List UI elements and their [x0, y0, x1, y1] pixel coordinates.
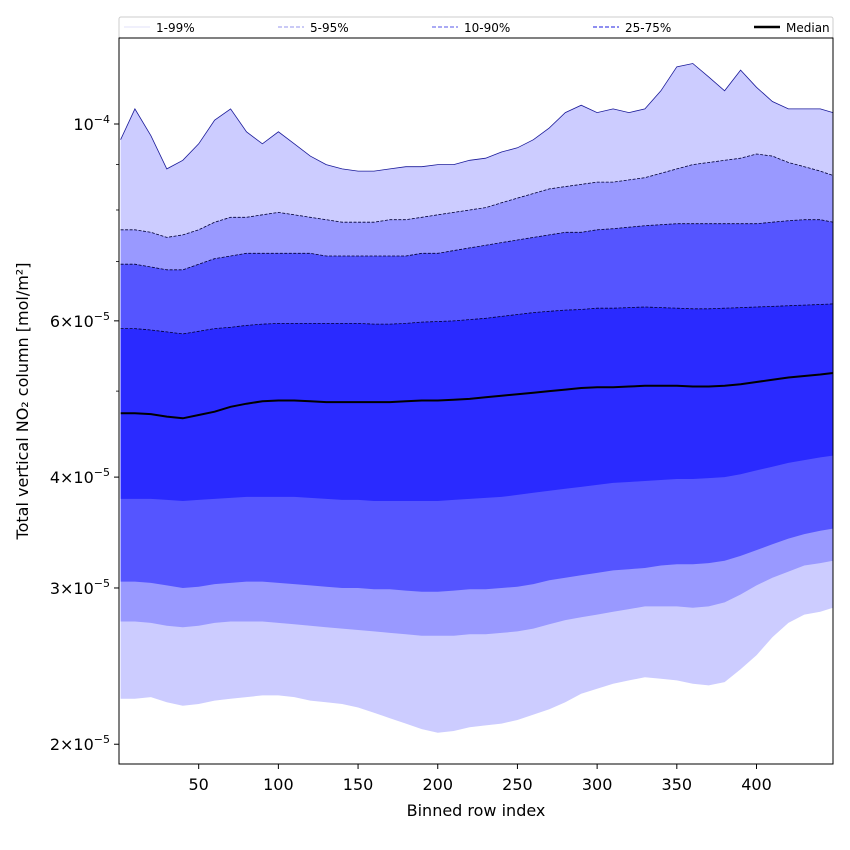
y-axis: 2×10−5 3×10−5 4×10−5 6×10−5 10−4: [50, 113, 119, 754]
y-tick-label: 4×10−5: [50, 466, 110, 487]
legend-entry-Median: Median: [754, 21, 830, 35]
x-tick-label: 350: [662, 775, 693, 794]
legend-label: 25-75%: [625, 21, 671, 35]
legend-label: 1-99%: [156, 21, 195, 35]
x-tick-label: 200: [422, 775, 453, 794]
x-axis-label: Binned row index: [407, 801, 546, 820]
x-axis: 50 100 150 200 250 300 350 400: [189, 764, 772, 794]
legend-label: 10-90%: [464, 21, 510, 35]
x-tick-label: 150: [343, 775, 374, 794]
legend: 1-99% 5-95% 10-90% 25-75% Median: [118, 16, 834, 39]
x-tick-label: 50: [189, 775, 209, 794]
y-axis-label: Total vertical NO₂ column [mol/m²]: [13, 263, 32, 541]
legend-entry-25-75%: 25-75%: [593, 21, 671, 35]
median-line: [120, 372, 834, 420]
y-tick-label: 6×10−5: [50, 310, 110, 331]
band-25-75%-upper-edge: [120, 303, 834, 335]
x-tick-label: 300: [582, 775, 613, 794]
quantile-bands: [120, 63, 834, 733]
legend-label: Median: [786, 21, 830, 35]
y-tick-label: 3×10−5: [50, 577, 110, 598]
legend-entry-1-99%: 1-99%: [124, 21, 195, 35]
y-tick-label: 10−4: [73, 113, 110, 134]
legend-entry-10-90%: 10-90%: [432, 21, 510, 35]
band-10-90%-upper-edge: [120, 219, 834, 271]
band-25-75%: [120, 303, 834, 501]
x-tick-label: 250: [502, 775, 533, 794]
plot-frame: [118, 37, 834, 765]
x-tick-label: 400: [741, 775, 772, 794]
band-5-95%-upper-edge: [120, 153, 834, 238]
legend-entry-5-95%: 5-95%: [278, 21, 349, 35]
plot-area: [118, 37, 834, 765]
x-tick-label: 100: [263, 775, 294, 794]
legend-label: 5-95%: [310, 21, 349, 35]
median-series: [120, 372, 834, 420]
y-tick-label: 2×10−5: [50, 733, 110, 754]
band-1-99%-upper-edge: [120, 63, 834, 172]
